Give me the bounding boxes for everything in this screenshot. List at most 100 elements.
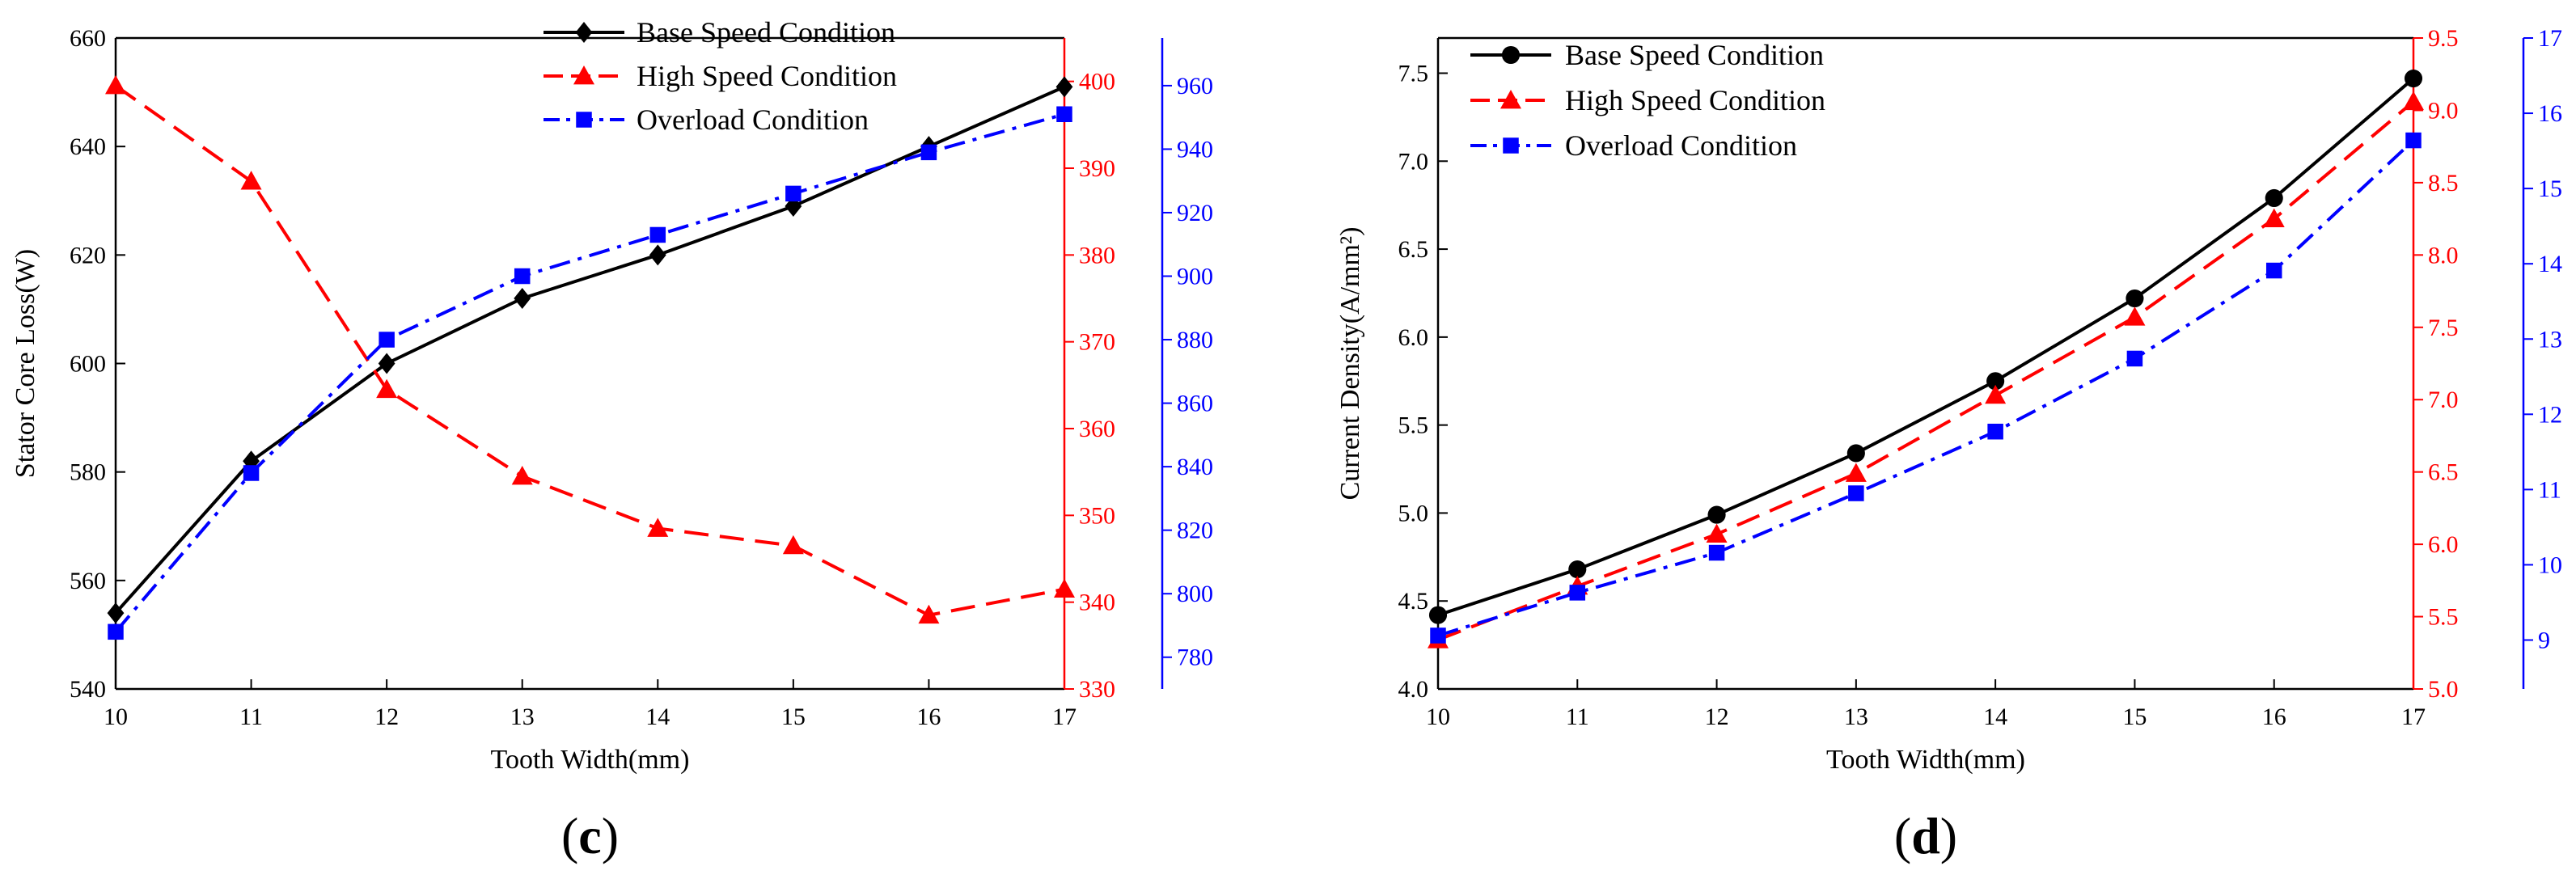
right1-tick-label: 5.0 [2428, 676, 2459, 703]
right1-tick-label: 360 [1079, 416, 1115, 442]
data-point [785, 185, 802, 202]
data-point [243, 465, 260, 481]
legend-marker [1500, 90, 1521, 109]
right2-tick-label: 780 [1177, 644, 1213, 671]
legend-entry: Base Speed Condition [637, 16, 895, 49]
right1-tick-label: 390 [1079, 155, 1115, 182]
left-tick-label: 6.0 [1398, 324, 1429, 351]
legend-entry: Overload Condition [637, 104, 869, 136]
legend: Base Speed Condition High Speed Condition… [1470, 39, 1825, 162]
right2-tick-label: 900 [1177, 264, 1213, 290]
x-tick-label: 15 [2122, 704, 2147, 730]
right1-tick-label: 6.0 [2428, 531, 2459, 558]
right2-tick-label: 11 [2538, 476, 2561, 503]
right1-tick-label: 350 [1079, 502, 1115, 529]
x-tick-label: 14 [1983, 704, 2007, 730]
data-point [105, 75, 126, 95]
right1-tick-label: 9.0 [2428, 97, 2459, 124]
x-tick-label: 16 [2262, 704, 2286, 730]
right1-tick-label: 5.5 [2428, 604, 2459, 631]
data-point [514, 288, 531, 309]
legend-marker [575, 22, 593, 43]
data-point [647, 518, 669, 537]
panel-label: (d) [1894, 807, 1957, 864]
left-tick-label: 7.5 [1398, 61, 1429, 87]
data-point [1707, 505, 1726, 524]
left-tick-label: 4.5 [1398, 588, 1429, 615]
x-tick-label: 12 [374, 704, 399, 730]
chart-panel-d: 10 11 12 13 14 15 16 17 4.0 4.5 5.0 5.5 6.0 6.5 7.0 7.5… [1335, 25, 2562, 864]
x-tick-label: 15 [781, 704, 806, 730]
y-axis-title: Current Density(A/mm²) [1335, 227, 1365, 501]
right2-tick-label: 17 [2538, 25, 2562, 52]
data-point [1986, 372, 2005, 391]
data-point [920, 144, 937, 161]
right1-tick-label: 7.0 [2428, 387, 2459, 413]
panel-label-part: c [578, 807, 601, 864]
x-tick-label: 17 [1052, 704, 1077, 730]
legend-entry: High Speed Condition [1565, 84, 1825, 116]
data-point [379, 332, 395, 348]
data-point [376, 378, 398, 399]
right1-tick-label: 6.5 [2428, 459, 2459, 486]
left-tick-label: 580 [70, 459, 106, 486]
right2-tick-label: 12 [2538, 401, 2562, 428]
panel-label-part: ) [1940, 807, 1957, 864]
series-line [114, 85, 1065, 615]
right2-tick-label: 15 [2538, 175, 2562, 202]
panel-label-part: d [1911, 807, 1940, 864]
series-3 [108, 106, 1072, 640]
data-point [2124, 306, 2146, 326]
right2-tick-label: 960 [1177, 73, 1213, 99]
right2-tick-label: 10 [2538, 551, 2562, 578]
left-tick-label: 6.5 [1398, 236, 1429, 263]
panel-label-part: ( [1894, 807, 1911, 864]
series-3 [1430, 132, 2422, 644]
x-tick-label: 14 [645, 704, 670, 730]
left-tick-label: 620 [70, 242, 106, 268]
data-point [1055, 76, 1073, 98]
right2-tick-label: 940 [1177, 136, 1213, 163]
legend-marker [573, 66, 594, 85]
data-point [1985, 384, 2007, 404]
series-1 [1428, 69, 2423, 624]
series-2 [105, 75, 1075, 624]
data-point [1848, 485, 1864, 501]
data-point [1054, 578, 1075, 598]
series-line [1437, 77, 2415, 617]
x-axis-title: Tooth Width(mm) [1826, 745, 2025, 775]
data-point [1706, 523, 1728, 543]
data-point [514, 268, 531, 285]
data-point [107, 602, 125, 624]
data-point [1568, 560, 1587, 579]
series-line [114, 84, 1065, 617]
data-point [649, 244, 666, 266]
left-tick-label: 600 [70, 351, 106, 378]
data-point [1708, 544, 1725, 561]
data-point [1428, 606, 1448, 624]
chart-panel-c: 10 11 12 13 14 15 16 17 540 560 580 600 620 640 660 330… [11, 16, 1213, 864]
data-point [2265, 262, 2282, 279]
x-tick-label: 17 [2401, 704, 2426, 730]
data-point [1987, 423, 2003, 440]
series-line [1437, 139, 2415, 637]
right1-tick-label: 330 [1079, 676, 1115, 703]
right2-tick-label: 800 [1177, 581, 1213, 607]
left-tick-label: 7.0 [1398, 148, 1429, 175]
data-point [1569, 585, 1586, 601]
series-1 [107, 76, 1073, 624]
legend: Base Speed Condition High Speed Condition… [544, 16, 897, 136]
right2-tick-label: 840 [1177, 454, 1213, 480]
data-point [511, 466, 533, 485]
data-point [108, 623, 124, 640]
right2-tick-label: 820 [1177, 518, 1213, 544]
panel-label-part: ) [602, 807, 619, 864]
data-point [2405, 132, 2422, 149]
x-tick-label: 13 [1844, 704, 1868, 730]
legend-entry: Base Speed Condition [1565, 39, 1824, 71]
legend-marker [1501, 45, 1521, 65]
left-tick-label: 4.0 [1398, 676, 1429, 703]
right1-tick-label: 370 [1079, 329, 1115, 356]
data-point [2126, 350, 2143, 367]
right2-tick-label: 9 [2538, 628, 2550, 654]
